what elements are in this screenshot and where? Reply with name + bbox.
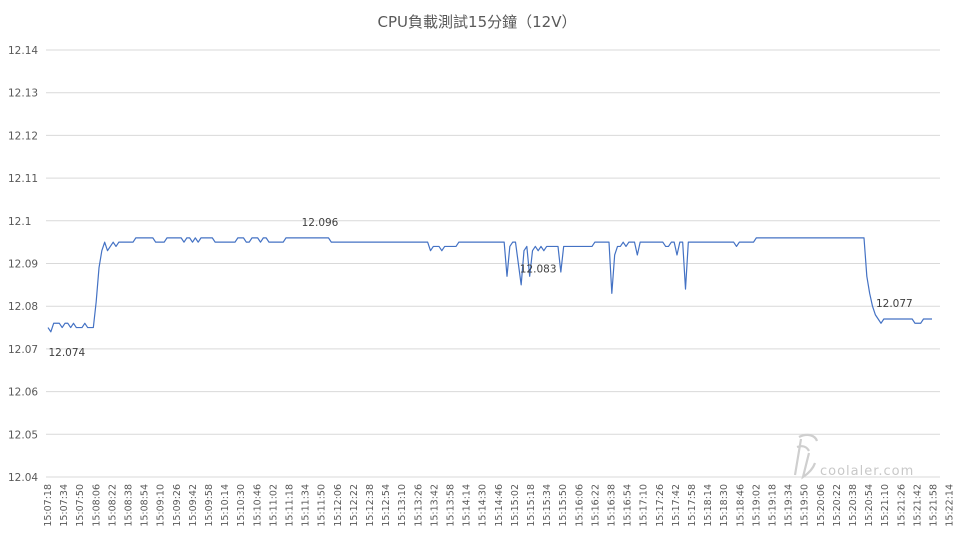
x-tick-label: 15:13:58 xyxy=(446,484,457,527)
x-tick-label: 15:14:30 xyxy=(478,484,489,527)
x-tick-label: 15:20:54 xyxy=(864,484,875,527)
x-tick-label: 15:10:30 xyxy=(236,484,247,527)
y-tick-label: 12.06 xyxy=(8,387,38,399)
series-line xyxy=(47,237,932,333)
watermark-text: coolaler.com xyxy=(820,464,914,479)
x-tick-label: 15:16:22 xyxy=(590,484,601,527)
x-axis-ticks: 15:07:18 15:07:34 15:07:50 15:08:06 15:08:22… xyxy=(43,484,954,527)
x-tick-label: 15:08:54 xyxy=(140,484,151,527)
x-tick-label: 15:12:54 xyxy=(381,484,392,527)
x-tick-label: 15:07:18 xyxy=(43,484,54,527)
x-tick-label: 15:08:22 xyxy=(107,484,118,527)
gridlines xyxy=(46,49,940,478)
series-voltage xyxy=(47,237,932,333)
y-tick-label: 12.05 xyxy=(8,429,38,441)
x-tick-label: 15:10:46 xyxy=(252,484,263,527)
x-tick-label: 15:12:38 xyxy=(365,484,376,527)
watermark: coolaler.com xyxy=(793,433,914,480)
x-tick-label: 15:14:14 xyxy=(462,484,473,527)
x-tick-label: 15:11:34 xyxy=(301,484,312,527)
y-tick-label: 12.12 xyxy=(8,130,38,142)
y-tick-label: 12.1 xyxy=(8,216,31,228)
x-tick-label: 15:15:18 xyxy=(526,484,537,527)
x-tick-label: 15:09:42 xyxy=(188,484,199,527)
x-tick-label: 15:15:34 xyxy=(542,484,553,527)
y-tick-label: 12.08 xyxy=(8,301,38,313)
y-tick-label: 12.14 xyxy=(8,45,38,57)
x-tick-label: 15:20:38 xyxy=(848,484,859,527)
x-tick-label: 15:18:14 xyxy=(703,484,714,527)
data-label: 12.077 xyxy=(876,298,913,310)
x-tick-label: 15:09:58 xyxy=(204,484,215,527)
x-tick-label: 15:08:06 xyxy=(91,484,102,527)
y-tick-label: 12.07 xyxy=(8,344,38,356)
x-tick-label: 15:11:50 xyxy=(317,484,328,527)
x-tick-label: 15:16:38 xyxy=(607,484,618,527)
x-tick-label: 15:09:10 xyxy=(156,484,167,527)
x-tick-label: 15:12:06 xyxy=(333,484,344,527)
chart-title: CPU負載測試15分鐘（12V） xyxy=(378,13,577,31)
x-tick-label: 15:10:14 xyxy=(220,484,231,527)
data-label: 12.096 xyxy=(302,217,339,229)
y-tick-label: 12.13 xyxy=(8,88,38,100)
data-label: 12.074 xyxy=(48,347,85,359)
x-tick-label: 15:16:54 xyxy=(623,484,634,527)
x-tick-label: 15:13:26 xyxy=(413,484,424,527)
x-tick-label: 15:18:46 xyxy=(735,484,746,527)
x-tick-label: 15:16:06 xyxy=(574,484,585,527)
x-tick-label: 15:13:10 xyxy=(397,484,408,527)
x-tick-label: 15:07:50 xyxy=(75,484,86,527)
x-tick-label: 15:17:58 xyxy=(687,484,698,527)
x-tick-label: 15:22:14 xyxy=(945,484,954,527)
x-tick-label: 15:21:58 xyxy=(929,484,940,527)
x-tick-label: 15:18:30 xyxy=(719,484,730,527)
x-tick-label: 15:13:42 xyxy=(429,484,440,527)
x-tick-label: 15:19:50 xyxy=(800,484,811,527)
x-tick-label: 15:20:22 xyxy=(832,484,843,527)
x-tick-label: 15:12:22 xyxy=(349,484,360,527)
watermark-logo-icon xyxy=(793,433,819,480)
x-tick-label: 15:07:34 xyxy=(59,484,70,527)
x-tick-label: 15:15:02 xyxy=(510,484,521,527)
x-tick-label: 15:21:42 xyxy=(912,484,923,527)
y-axis-ticks: 12.04 12.05 12.06 12.07 12.08 12.09 12.1 12.11 1… xyxy=(8,45,38,484)
x-tick-label: 15:11:02 xyxy=(268,484,279,527)
x-tick-label: 15:09:26 xyxy=(172,484,183,527)
y-tick-label: 12.11 xyxy=(8,173,38,185)
x-tick-label: 15:11:18 xyxy=(285,484,296,527)
data-labels: 12.074 12.096 12.083 12.077 xyxy=(48,217,912,359)
x-tick-label: 15:17:10 xyxy=(639,484,650,527)
y-tick-label: 12.09 xyxy=(8,259,38,271)
y-tick-label: 12.04 xyxy=(8,472,38,484)
data-label: 12.083 xyxy=(520,264,557,276)
x-tick-label: 15:21:26 xyxy=(896,484,907,527)
x-tick-label: 15:08:38 xyxy=(124,484,135,527)
x-tick-label: 15:19:34 xyxy=(784,484,795,527)
x-tick-label: 15:20:06 xyxy=(816,484,827,527)
x-tick-label: 15:14:46 xyxy=(494,484,505,527)
x-tick-label: 15:17:26 xyxy=(655,484,666,527)
x-tick-label: 15:21:10 xyxy=(880,484,891,527)
x-tick-label: 15:17:42 xyxy=(671,484,682,527)
x-tick-label: 15:19:02 xyxy=(751,484,762,527)
x-tick-label: 15:15:50 xyxy=(558,484,569,527)
x-tick-label: 15:19:18 xyxy=(768,484,779,527)
